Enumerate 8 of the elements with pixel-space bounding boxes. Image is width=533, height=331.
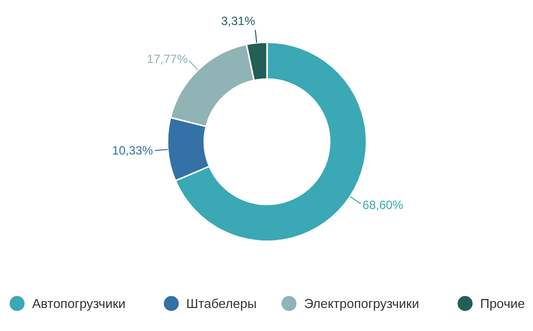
legend-label: Электропогрузчики: [304, 296, 420, 311]
data-label: 3,31%: [221, 14, 256, 28]
data-label: 17,77%: [146, 52, 188, 66]
legend-label: Прочие: [480, 296, 525, 311]
legend-label: Автопогрузчики: [32, 296, 126, 311]
data-label: 10,33%: [112, 144, 154, 158]
legend-label: Штабелеры: [186, 296, 257, 311]
data-label: 68,60%: [362, 198, 404, 212]
